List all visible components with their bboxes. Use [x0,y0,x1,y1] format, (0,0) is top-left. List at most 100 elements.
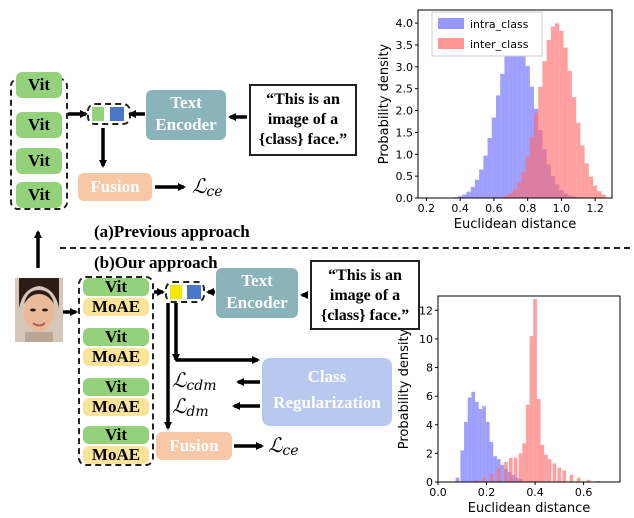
histogram-bar [508,193,513,198]
legend-swatch [438,18,464,29]
x-tick-label: 1.0 [553,202,571,215]
x-tick-label: 0.8 [519,202,537,215]
x-tick-label: 0.2 [478,486,496,499]
loss-dm: ℒdm [172,394,209,420]
histogram-bar [586,479,591,482]
histogram-bar [584,163,589,198]
y-tick-label: 0 [426,476,433,489]
y-tick-label: 3.0 [396,61,414,74]
green-token [92,107,104,121]
legend-label: inter_class [470,38,529,51]
x-tick-label: 0.6 [575,486,593,499]
x-tick-label: 0.0 [429,486,447,499]
histogram-bar [455,477,460,482]
vit-block: Vit [16,112,62,138]
histogram-bar [517,38,522,198]
histogram-bar [576,122,581,198]
histogram-bar [512,36,518,199]
fusion-a: Fusion [78,173,152,201]
histogram-bar [512,189,518,198]
histogram-bar [491,117,497,198]
histogram-bar [460,450,465,482]
histogram-bar [540,444,545,482]
histogram-bar [569,474,574,482]
vit-block: Vit [16,72,62,98]
blue-token [187,285,201,299]
histogram-bar [470,186,475,198]
fusion-b: Fusion [156,432,232,460]
y-tick-label: 2.5 [396,83,414,96]
moae-block: MoAE [83,446,149,464]
histogram-bar [542,61,547,198]
x-axis-label: Euclidean distance [468,501,591,516]
plot-frame [437,295,621,483]
histogram-bar [597,191,602,198]
histogram-bar [511,474,516,482]
histogram-bar [529,136,534,198]
histogram-bar [547,459,552,482]
histogram-bar [571,97,577,198]
class-regularization: Class Regularization [262,358,392,426]
legend-label: intra_class [470,18,529,31]
vit-block: Vit [83,426,149,444]
y-tick-label: 10 [419,333,433,346]
y-tick-label: 1.0 [396,148,414,161]
y-tick-label: 2 [426,447,433,460]
x-tick-label: 0.4 [451,202,469,215]
histogram-bar [588,176,594,198]
histogram-bar [485,421,490,482]
yellow-token [170,285,182,299]
histogram-bar [466,191,471,198]
blue-token [110,107,124,121]
y-tick-label: 4 [426,419,433,432]
text-encoder-a: Text Encoder [146,90,226,140]
histogram-bar [479,169,484,198]
histogram-bar [546,39,551,198]
histogram-bar [474,179,480,198]
y-tick-label: 1.5 [396,126,414,139]
y-tick-label: 0.0 [396,192,414,205]
histogram-bar [496,95,501,198]
y-tick-label: 2.0 [396,105,414,118]
histogram-bar [496,467,501,482]
histogram-bar [489,473,494,482]
vit-block: Vit [83,278,149,296]
histogram-bar [521,171,526,198]
histogram-bar [513,457,518,482]
histogram-bar [487,138,492,198]
chart-previous-distance: 0.2 0.4 0.6 0.8 1.0 1.2 0.0 0.5 1.0 1.5 2.0 2.5 3.0 3… [377,9,613,232]
prompt-box-b: “This is an image of a {class} face.” [310,260,420,330]
vit-block: Vit [83,378,149,396]
histogram-bar [500,196,505,198]
histogram-bar [557,467,562,482]
histogram-bar [525,404,530,482]
moae-block: MoAE [83,348,149,366]
histogram-bar [555,23,560,198]
text-encoder-b: Text Encoder [216,268,298,318]
histogram-bar [550,26,556,198]
histogram-bar [508,42,513,198]
histogram-bar [475,480,479,482]
y-tick-label: 3.5 [396,39,414,52]
histogram-bar [580,145,585,198]
x-tick-label: 0.2 [418,202,436,215]
histogram-bar [475,401,479,482]
y-axis-label: Probability density [377,43,392,164]
prompt-box-a: “This is an image of a {class} face.” [249,84,357,156]
histogram-bar [522,443,526,482]
loss-ce-b: ℒce [268,433,299,459]
plot-frame [417,9,613,199]
moae-block: MoAE [83,298,149,316]
loss-cdm: ℒcdm [172,368,217,394]
histogram-bar [504,461,508,482]
histogram-bar [559,30,564,199]
y-tick-label: 4.0 [396,17,414,30]
histogram-bar [467,397,472,482]
vit-block: Vit [16,148,62,174]
histogram-bar [525,65,530,198]
histogram-bar [489,441,494,482]
label-our-approach: (b)Our approach [94,253,218,272]
token-pair-b [165,281,205,303]
legend-swatch [438,38,464,49]
y-tick-label: 0.5 [396,170,414,183]
